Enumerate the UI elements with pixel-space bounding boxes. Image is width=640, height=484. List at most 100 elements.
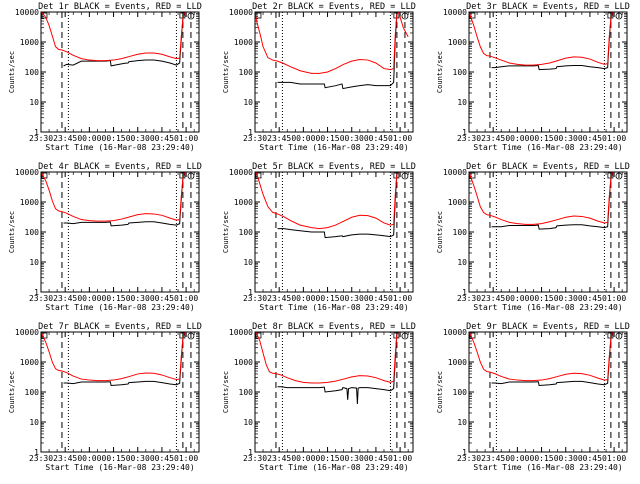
y-tick-label: 1000 (448, 358, 467, 367)
y-tick-label: 100 (453, 388, 468, 397)
y-tick-label: 1000 (448, 38, 467, 47)
x-tick-label: 01:00 (174, 294, 198, 303)
x-tick-label: 23:30 (457, 294, 481, 303)
plot-frame (254, 11, 414, 133)
panel-title: Det 3r BLACK = Events, RED = LLD (466, 2, 630, 12)
lld-series-line (41, 332, 187, 382)
y-tick-label: 1000 (234, 198, 253, 207)
end-marker-square (179, 12, 186, 19)
y-tick-label: 1 (462, 128, 467, 137)
x-tick-label: 00:45 (364, 134, 388, 143)
detector-panel-3: Det 3r BLACK = Events, RED = LLD 1 10 100 10… (436, 2, 630, 152)
panel-title: Det 7r BLACK = Events, RED = LLD (38, 322, 202, 332)
y-tick-label: 100 (453, 228, 468, 237)
detector-panel-2: Det 2r BLACK = Events, RED = LLD 1 10 100 10… (222, 2, 416, 152)
y-tick-label: 10000 (443, 168, 467, 177)
x-tick-label: 00:00 (77, 294, 101, 303)
panel-title: Det 4r BLACK = Events, RED = LLD (38, 162, 202, 172)
y-tick-label: 10000 (443, 8, 467, 17)
panel-title: Det 2r BLACK = Events, RED = LLD (252, 2, 416, 12)
x-tick-label: 23:45 (481, 294, 505, 303)
x-tick-label: 00:45 (150, 134, 174, 143)
x-tick-label: 23:45 (481, 134, 505, 143)
x-tick-label: 23:30 (457, 454, 481, 463)
x-tick-label: 00:15 (530, 454, 554, 463)
end-marker-square (179, 332, 186, 339)
plot-frame (40, 331, 200, 453)
detector-panel-5: Det 5r BLACK = Events, RED = LLD 1 10 100 10… (222, 162, 416, 312)
x-tick-label: 23:45 (53, 134, 77, 143)
end-marker-circle (401, 332, 409, 340)
x-tick-label: 00:45 (150, 294, 174, 303)
y-tick-label: 100 (239, 388, 254, 397)
x-tick-label: 23:30 (243, 454, 267, 463)
x-tick-label: 00:45 (578, 134, 602, 143)
x-axis-label: Start Time (16-Mar-08 23:29:40) (45, 303, 194, 312)
x-tick-label: 23:45 (53, 294, 77, 303)
x-tick-label: 00:15 (316, 294, 340, 303)
end-marker-circle (401, 172, 409, 180)
x-tick-label: 00:30 (554, 294, 578, 303)
y-tick-label: 10 (29, 258, 39, 267)
end-marker-circle (615, 12, 623, 20)
panel-title: Det 1r BLACK = Events, RED = LLD (38, 2, 202, 12)
y-tick-label: 10 (29, 418, 39, 427)
x-tick-label: 01:00 (388, 454, 412, 463)
panel-title: Det 8r BLACK = Events, RED = LLD (252, 322, 416, 332)
x-axis-label: Start Time (16-Mar-08 23:29:40) (259, 143, 408, 152)
y-tick-label: 1000 (234, 358, 253, 367)
y-tick-label: 100 (239, 228, 254, 237)
x-axis-label: Start Time (16-Mar-08 23:29:40) (45, 143, 194, 152)
y-tick-label: 1 (248, 288, 253, 297)
x-tick-label: 01:00 (602, 454, 626, 463)
events-series-line (277, 332, 398, 404)
y-tick-label: 10 (243, 98, 253, 107)
lld-series-line (469, 332, 615, 382)
detector-panel-4: Det 4r BLACK = Events, RED = LLD 1 10 100 10… (8, 162, 202, 312)
lld-series-line (469, 12, 615, 66)
y-tick-label: 100 (453, 68, 468, 77)
x-tick-label: 01:00 (602, 294, 626, 303)
end-marker-circle (187, 332, 195, 340)
x-tick-label: 00:00 (291, 134, 315, 143)
x-tick-label: 00:45 (364, 294, 388, 303)
y-tick-label: 100 (239, 68, 254, 77)
x-tick-label: 00:30 (126, 134, 150, 143)
y-axis-label: Counts/sec (436, 51, 444, 93)
plot-frame (468, 331, 628, 453)
x-tick-label: 00:00 (77, 134, 101, 143)
end-marker-circle (615, 332, 623, 340)
y-tick-label: 1 (462, 448, 467, 457)
y-tick-label: 10 (29, 98, 39, 107)
lld-series-line (255, 12, 409, 74)
y-tick-label: 10 (243, 418, 253, 427)
x-tick-label: 00:00 (291, 454, 315, 463)
y-axis-label: Counts/sec (222, 371, 230, 413)
y-tick-label: 10000 (229, 328, 253, 337)
x-tick-label: 00:15 (102, 294, 126, 303)
y-tick-label: 1000 (234, 38, 253, 47)
end-marker-circle (401, 12, 409, 20)
x-tick-label: 23:30 (457, 134, 481, 143)
y-tick-label: 10000 (229, 168, 253, 177)
end-marker-square (607, 172, 614, 179)
panel-title: Det 6r BLACK = Events, RED = LLD (466, 162, 630, 172)
panel-title: Det 9r BLACK = Events, RED = LLD (466, 322, 630, 332)
x-tick-label: 01:00 (174, 134, 198, 143)
plot-frame (254, 331, 414, 453)
end-marker-circle (615, 172, 623, 180)
y-tick-label: 1000 (20, 358, 39, 367)
y-tick-label: 10 (457, 258, 467, 267)
x-tick-label: 23:30 (29, 134, 53, 143)
x-tick-label: 00:15 (102, 134, 126, 143)
y-tick-label: 1 (248, 448, 253, 457)
x-tick-label: 00:30 (340, 134, 364, 143)
y-axis-label: Counts/sec (8, 371, 16, 413)
x-tick-label: 00:15 (316, 454, 340, 463)
events-series-line (491, 172, 613, 230)
x-tick-label: 01:00 (602, 134, 626, 143)
y-tick-label: 1 (34, 128, 39, 137)
y-tick-label: 1 (34, 288, 39, 297)
x-tick-label: 00:15 (316, 134, 340, 143)
